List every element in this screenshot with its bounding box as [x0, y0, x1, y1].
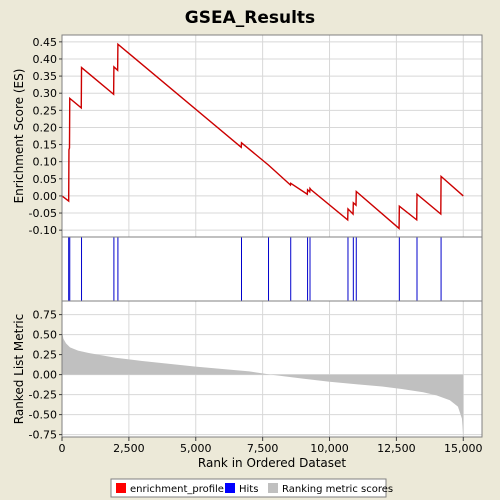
es-y-tick-label: 0.40	[33, 53, 58, 66]
metric-y-tick-label: 0.50	[33, 329, 58, 342]
es-y-axis-label: Enrichment Score (ES)	[12, 69, 26, 204]
metric-y-tick-label: -0.25	[29, 389, 57, 402]
es-y-tick-label: 0.00	[33, 190, 58, 203]
legend-label-hits: Hits	[239, 484, 258, 495]
x-axis-label: Rank in Ordered Dataset	[198, 456, 346, 470]
x-tick-label: 7,500	[247, 442, 279, 455]
x-tick-label: 12,500	[377, 442, 416, 455]
es-y-tick-label: 0.30	[33, 87, 58, 100]
x-tick-label: 2,500	[113, 442, 145, 455]
es-panel	[62, 35, 482, 237]
metric-y-tick-label: 0.00	[33, 369, 58, 382]
metric-y-tick-label: 0.25	[33, 349, 58, 362]
legend-label-enrichment-profile: enrichment_profile	[130, 484, 224, 495]
es-y-tick-label: 0.45	[33, 36, 58, 49]
enrichment-profile-line	[61, 42, 464, 230]
metric-y-tick-label: 0.75	[33, 309, 58, 322]
es-y-tick-label: 0.25	[33, 104, 58, 117]
hits-panel	[62, 237, 482, 301]
es-y-tick-label: 0.35	[33, 70, 58, 83]
x-tick-label: 15,000	[444, 442, 483, 455]
es-y-tick-label: 0.15	[33, 139, 58, 152]
metric-y-axis-label: Ranked List Metric	[12, 314, 26, 424]
x-tick-label: 5,000	[180, 442, 212, 455]
es-y-tick-label: 0.05	[33, 173, 58, 186]
es-y-tick-label: 0.10	[33, 156, 58, 169]
es-y-tick-label: 0.20	[33, 121, 58, 134]
legend-label-ranking-metric: Ranking metric scores	[282, 484, 393, 495]
legend-swatch-ranking-metric	[268, 483, 278, 493]
es-y-tick-label: -0.10	[29, 224, 57, 237]
es-y-tick-label: -0.05	[29, 207, 57, 220]
metric-y-tick-label: -0.50	[29, 409, 57, 422]
metric-panel-border	[61, 300, 483, 438]
legend-box	[110, 478, 387, 498]
x-tick-label: 10,000	[310, 442, 349, 455]
legend: enrichment_profile Hits Ranking metric s…	[110, 478, 393, 498]
legend-swatch-hits	[225, 483, 235, 493]
hits-plot	[68, 237, 442, 301]
chart-title: GSEA_Results	[185, 8, 315, 28]
ranking-metric-area	[62, 330, 464, 437]
metric-y-tick-label: -0.75	[29, 429, 57, 442]
x-tick-label: 0	[59, 442, 66, 455]
legend-swatch-enrichment-profile	[116, 483, 126, 493]
es-plot	[61, 35, 482, 237]
